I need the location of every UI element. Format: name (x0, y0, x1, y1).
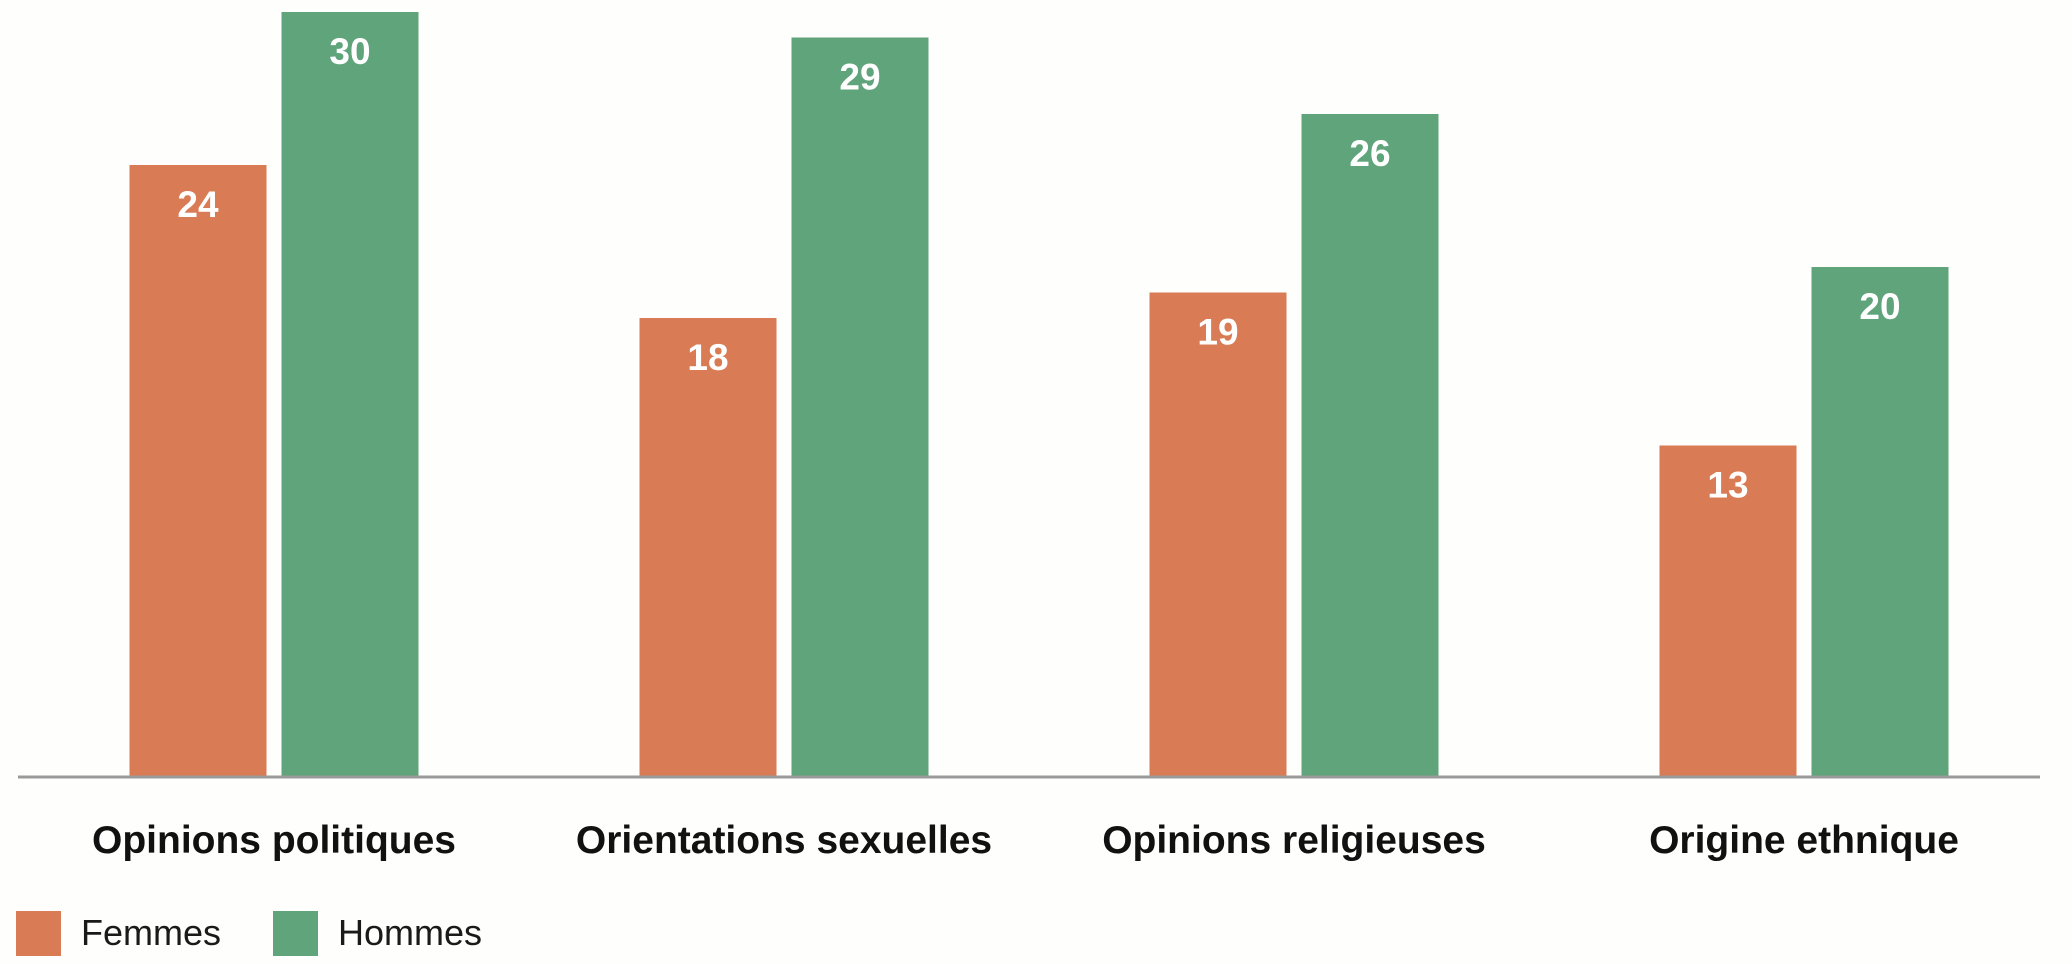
legend-item-hommes: Hommes (273, 910, 483, 956)
x-tick-label-0: Opinions politiques (92, 819, 456, 862)
legend-swatch-hommes (273, 910, 319, 956)
x-tick-labels: Opinions politiques Orientations sexuelle… (92, 819, 1959, 862)
legend-item-femmes: Femmes (16, 910, 222, 956)
bar-hommes-0 (281, 12, 419, 777)
bar-hommes-1 (791, 37, 929, 777)
data-label-femmes-2: 19 (1197, 312, 1238, 353)
bar-femmes-0 (129, 165, 267, 777)
data-label-hommes-0: 30 (329, 31, 370, 72)
bar-hommes-3 (1811, 267, 1949, 777)
data-label-hommes-1: 29 (839, 57, 880, 98)
data-label-hommes-3: 20 (1859, 286, 1900, 327)
bar-femmes-3 (1659, 445, 1797, 777)
legend: Femmes Hommes (16, 910, 534, 956)
bar-femmes-2 (1149, 292, 1287, 777)
data-label-hommes-2: 26 (1349, 133, 1390, 174)
bar-hommes-2 (1301, 114, 1439, 777)
x-tick-label-2: Opinions religieuses (1102, 819, 1486, 862)
x-tick-label-3: Origine ethnique (1649, 819, 1959, 862)
legend-label-hommes: Hommes (338, 912, 483, 953)
bars-group: 24 30 18 29 19 26 13 20 (129, 12, 1949, 777)
legend-label-femmes: Femmes (81, 912, 222, 953)
bar-chart: 24 30 18 29 19 26 13 20 Opinions politiques Orie… (18, 12, 2040, 862)
bar-femmes-1 (639, 318, 777, 777)
data-label-femmes-3: 13 (1707, 465, 1748, 506)
data-label-femmes-1: 18 (687, 337, 728, 378)
legend-swatch-femmes (16, 910, 61, 956)
data-label-femmes-0: 24 (177, 184, 219, 225)
x-tick-label-1: Orientations sexuelles (576, 819, 992, 862)
